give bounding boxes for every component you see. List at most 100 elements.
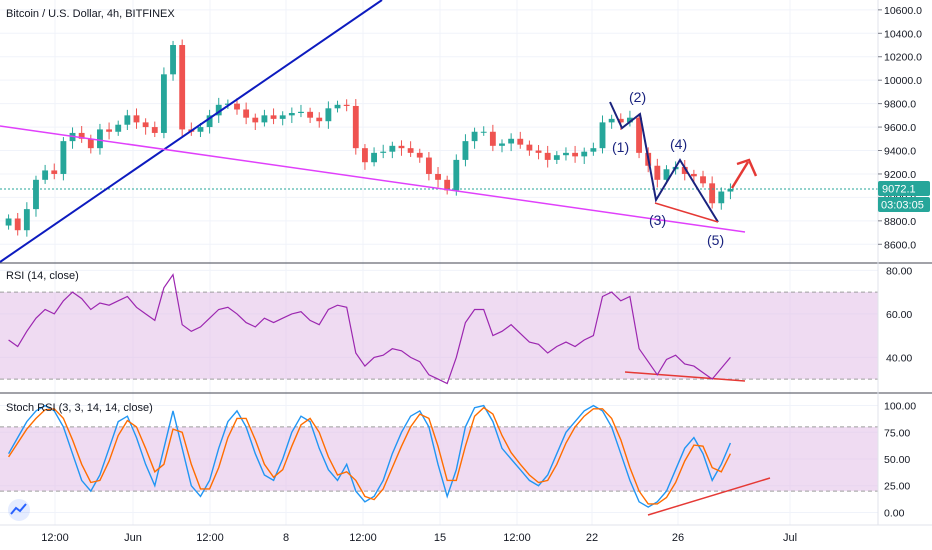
candle xyxy=(681,160,688,181)
up-arrow-head-icon xyxy=(736,158,758,177)
time-tick-label: 15 xyxy=(434,532,446,544)
rsi-tick-label: 80.00 xyxy=(886,265,912,277)
price-tick-label: 8600.0 xyxy=(884,239,916,251)
price-tick-label: 9400.0 xyxy=(884,146,916,158)
candle xyxy=(581,147,588,164)
wave-label-5: (5) xyxy=(707,232,724,248)
candle xyxy=(517,131,524,149)
last-price-badge xyxy=(878,180,930,196)
candle xyxy=(234,98,240,115)
stoch-tick-label: 50.00 xyxy=(884,454,910,466)
stoch-axis[interactable]: 0.00 25.00 50.00 75.00 100.00 xyxy=(884,401,916,520)
candle xyxy=(398,140,405,156)
pink-trendline[interactable] xyxy=(0,125,746,233)
candle xyxy=(14,212,21,236)
time-tick-label: 12:00 xyxy=(349,532,377,544)
candle xyxy=(626,110,633,127)
candle xyxy=(270,108,277,125)
price-tick-label: 10200.0 xyxy=(884,52,922,64)
wave-label-4: (4) xyxy=(670,136,687,152)
candle xyxy=(718,187,725,210)
candle xyxy=(179,39,186,138)
candle xyxy=(33,175,39,217)
candle xyxy=(243,102,250,125)
countdown-value: 03:03:05 xyxy=(881,199,924,211)
candle xyxy=(316,112,323,128)
stoch-title[interactable]: Stoch RSI (3, 3, 14, 14, close) xyxy=(6,402,153,414)
candle xyxy=(572,145,579,163)
candle xyxy=(252,113,259,130)
candle xyxy=(97,123,103,155)
price-tick-label: 9200.0 xyxy=(884,169,916,181)
candle xyxy=(499,139,505,153)
candle xyxy=(78,126,85,143)
price-tick-label: 10600.0 xyxy=(884,5,922,17)
candle xyxy=(142,118,149,135)
candle xyxy=(298,104,304,118)
candle xyxy=(727,183,734,200)
candle xyxy=(115,120,122,136)
candle xyxy=(636,113,642,159)
candle xyxy=(42,164,49,184)
candle xyxy=(489,124,496,152)
time-tick-label: 26 xyxy=(672,532,684,544)
candle xyxy=(654,158,661,188)
rsi-line xyxy=(8,273,731,385)
blue-trendline[interactable] xyxy=(0,0,383,263)
drawings[interactable]: (1) (2) (3) (4) (5) xyxy=(0,0,771,516)
candle xyxy=(160,67,167,139)
stoch-k-line xyxy=(7,404,732,508)
wave-label-3: (3) xyxy=(649,212,666,228)
candle xyxy=(206,109,213,134)
time-tick-label: Jun xyxy=(124,532,142,544)
candle xyxy=(224,99,231,109)
time-axis[interactable]: 12:00 Jun 12:00 8 12:00 15 12:00 22 26 Jul xyxy=(41,532,797,544)
rsi-title[interactable]: RSI (14, close) xyxy=(6,270,79,282)
price-pane[interactable] xyxy=(0,0,878,262)
symbol-title[interactable]: Bitcoin / U.S. Dollar, 4h, BITFINEX xyxy=(6,8,175,20)
candle xyxy=(334,100,341,113)
countdown-badge xyxy=(878,196,930,212)
time-tick-label: 12:00 xyxy=(41,532,69,544)
price-tick-label: 10400.0 xyxy=(884,28,922,40)
candle xyxy=(508,133,515,152)
up-arrow-icon[interactable] xyxy=(730,161,750,189)
price-tick-label: 9800.0 xyxy=(884,99,916,111)
candle xyxy=(425,152,432,181)
candle xyxy=(288,107,295,123)
candle xyxy=(124,109,131,130)
candle xyxy=(416,148,423,163)
tradingview-logo-icon[interactable] xyxy=(8,499,30,521)
rsi-axis[interactable]: 40.00 60.00 80.00 xyxy=(886,265,912,364)
stoch-tick-label: 0.00 xyxy=(884,507,905,519)
candle xyxy=(325,101,332,129)
candle xyxy=(563,147,569,161)
time-tick-label: 8 xyxy=(283,532,289,544)
price-tick-label: 10000.0 xyxy=(884,75,922,87)
candle xyxy=(544,145,551,168)
wave-label-2: (2) xyxy=(629,89,646,105)
candle xyxy=(23,202,30,237)
candle xyxy=(462,134,469,167)
candle xyxy=(471,127,478,149)
rsi-band xyxy=(0,292,878,380)
price-tick-label: 8800.0 xyxy=(884,216,916,228)
candle xyxy=(279,111,286,126)
candle xyxy=(5,214,12,230)
stoch-band xyxy=(0,426,878,492)
time-tick-label: Jul xyxy=(783,532,797,544)
time-tick-label: 12:00 xyxy=(503,532,531,544)
stoch-tick-label: 25.00 xyxy=(884,481,910,493)
candle xyxy=(170,40,176,81)
candle xyxy=(407,141,414,157)
candle xyxy=(151,121,158,138)
price-axis[interactable]: 8600.08800.09000.09200.09400.09600.09800… xyxy=(878,5,922,251)
stoch-divergence-line[interactable] xyxy=(647,477,771,516)
rsi-divergence-line[interactable] xyxy=(624,371,746,382)
stoch-tick-label: 75.00 xyxy=(884,427,910,439)
candle xyxy=(133,108,140,129)
candle xyxy=(599,115,606,154)
elliott-wave-path[interactable] xyxy=(609,101,719,223)
price-divergence-line[interactable] xyxy=(654,202,719,223)
